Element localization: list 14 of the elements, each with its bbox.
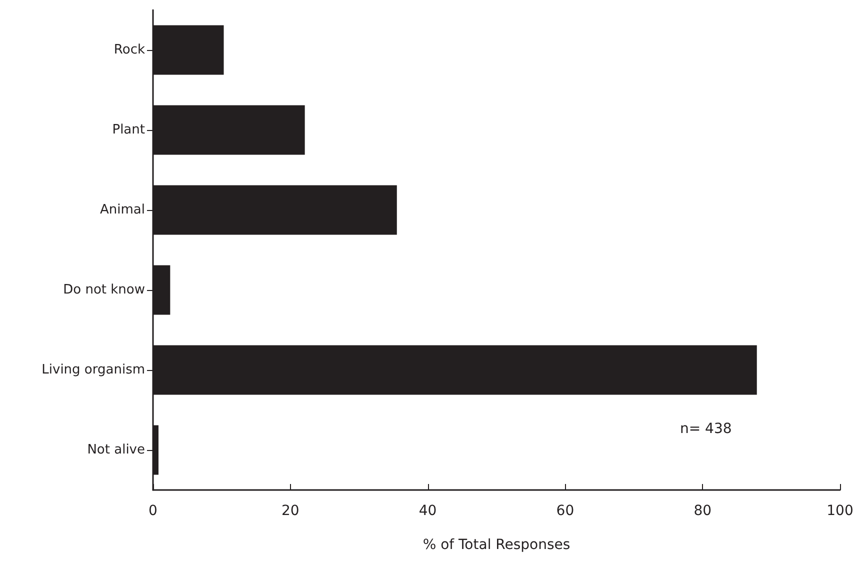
annotation: n= 438 <box>680 421 732 437</box>
y-tick-label: Animal <box>100 202 145 218</box>
x-tick-label: 80 <box>694 503 712 519</box>
x-tick-label: 20 <box>281 503 300 519</box>
x-tick-label: 60 <box>556 503 574 519</box>
x-axis-title: % of Total Responses <box>422 537 570 553</box>
x-tick-label: 0 <box>148 503 158 519</box>
y-tick-label: Not alive <box>87 442 145 458</box>
x-tick-label: 100 <box>826 503 854 519</box>
y-tick-label: Living organism <box>42 362 145 378</box>
y-tick-label: Plant <box>112 122 145 138</box>
y-tick-label: Rock <box>114 42 146 58</box>
y-tick-label: Do not know <box>63 282 146 298</box>
x-tick-label: 40 <box>418 503 437 519</box>
